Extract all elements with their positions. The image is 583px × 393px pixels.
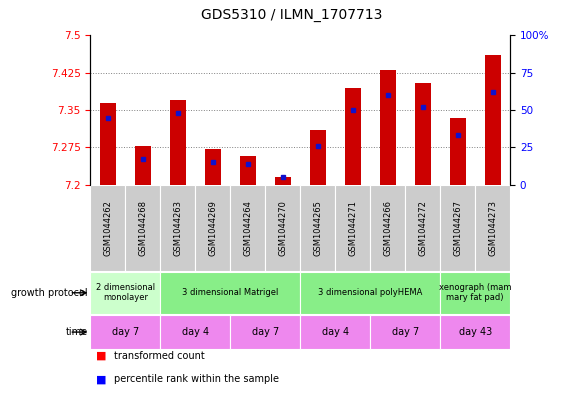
Bar — [100, 103, 115, 185]
Bar — [310, 130, 325, 185]
FancyBboxPatch shape — [300, 272, 440, 314]
Bar — [170, 100, 185, 185]
Bar — [205, 149, 220, 185]
Text: day 4: day 4 — [182, 327, 209, 337]
Bar — [380, 70, 395, 185]
Bar — [485, 55, 500, 185]
Text: 3 dimensional Matrigel: 3 dimensional Matrigel — [182, 288, 279, 297]
Text: GSM1044273: GSM1044273 — [488, 200, 497, 256]
Text: 3 dimensional polyHEMA: 3 dimensional polyHEMA — [318, 288, 423, 297]
Text: xenograph (mam
mary fat pad): xenograph (mam mary fat pad) — [439, 283, 511, 303]
Text: day 4: day 4 — [322, 327, 349, 337]
Text: GSM1044271: GSM1044271 — [348, 200, 357, 256]
Text: percentile rank within the sample: percentile rank within the sample — [114, 374, 279, 384]
Text: day 7: day 7 — [392, 327, 419, 337]
FancyBboxPatch shape — [160, 272, 300, 314]
Text: GDS5310 / ILMN_1707713: GDS5310 / ILMN_1707713 — [201, 7, 382, 22]
Bar — [275, 177, 290, 185]
FancyBboxPatch shape — [90, 185, 125, 271]
FancyBboxPatch shape — [160, 185, 195, 271]
FancyBboxPatch shape — [265, 185, 300, 271]
FancyBboxPatch shape — [440, 272, 510, 314]
FancyBboxPatch shape — [440, 315, 510, 349]
Text: GSM1044262: GSM1044262 — [103, 200, 113, 256]
FancyBboxPatch shape — [90, 272, 160, 314]
Text: growth protocol: growth protocol — [11, 288, 87, 298]
Text: day 43: day 43 — [458, 327, 492, 337]
FancyBboxPatch shape — [300, 315, 370, 349]
Text: day 7: day 7 — [252, 327, 279, 337]
FancyBboxPatch shape — [475, 185, 510, 271]
FancyBboxPatch shape — [230, 315, 300, 349]
Text: ■: ■ — [96, 351, 107, 361]
Text: GSM1044269: GSM1044269 — [208, 200, 217, 256]
Text: GSM1044264: GSM1044264 — [243, 200, 252, 256]
Bar — [240, 156, 255, 185]
Bar — [415, 83, 430, 185]
Text: time: time — [65, 327, 87, 337]
Text: GSM1044268: GSM1044268 — [138, 200, 147, 256]
Text: 2 dimensional
monolayer: 2 dimensional monolayer — [96, 283, 155, 303]
Text: GSM1044263: GSM1044263 — [173, 200, 182, 256]
FancyBboxPatch shape — [335, 185, 370, 271]
FancyBboxPatch shape — [405, 185, 440, 271]
Bar — [450, 118, 465, 185]
FancyBboxPatch shape — [195, 185, 230, 271]
Text: day 7: day 7 — [112, 327, 139, 337]
Text: GSM1044270: GSM1044270 — [278, 200, 287, 256]
Text: GSM1044272: GSM1044272 — [418, 200, 427, 256]
FancyBboxPatch shape — [300, 185, 335, 271]
Text: GSM1044265: GSM1044265 — [313, 200, 322, 256]
Bar — [345, 88, 360, 185]
Text: GSM1044267: GSM1044267 — [453, 200, 462, 256]
FancyBboxPatch shape — [370, 185, 405, 271]
FancyBboxPatch shape — [90, 315, 160, 349]
Bar — [135, 146, 150, 185]
Text: transformed count: transformed count — [114, 351, 205, 361]
Text: GSM1044266: GSM1044266 — [383, 200, 392, 256]
FancyBboxPatch shape — [370, 315, 440, 349]
FancyBboxPatch shape — [160, 315, 230, 349]
Text: ■: ■ — [96, 374, 107, 384]
FancyBboxPatch shape — [440, 185, 475, 271]
FancyBboxPatch shape — [125, 185, 160, 271]
FancyBboxPatch shape — [230, 185, 265, 271]
